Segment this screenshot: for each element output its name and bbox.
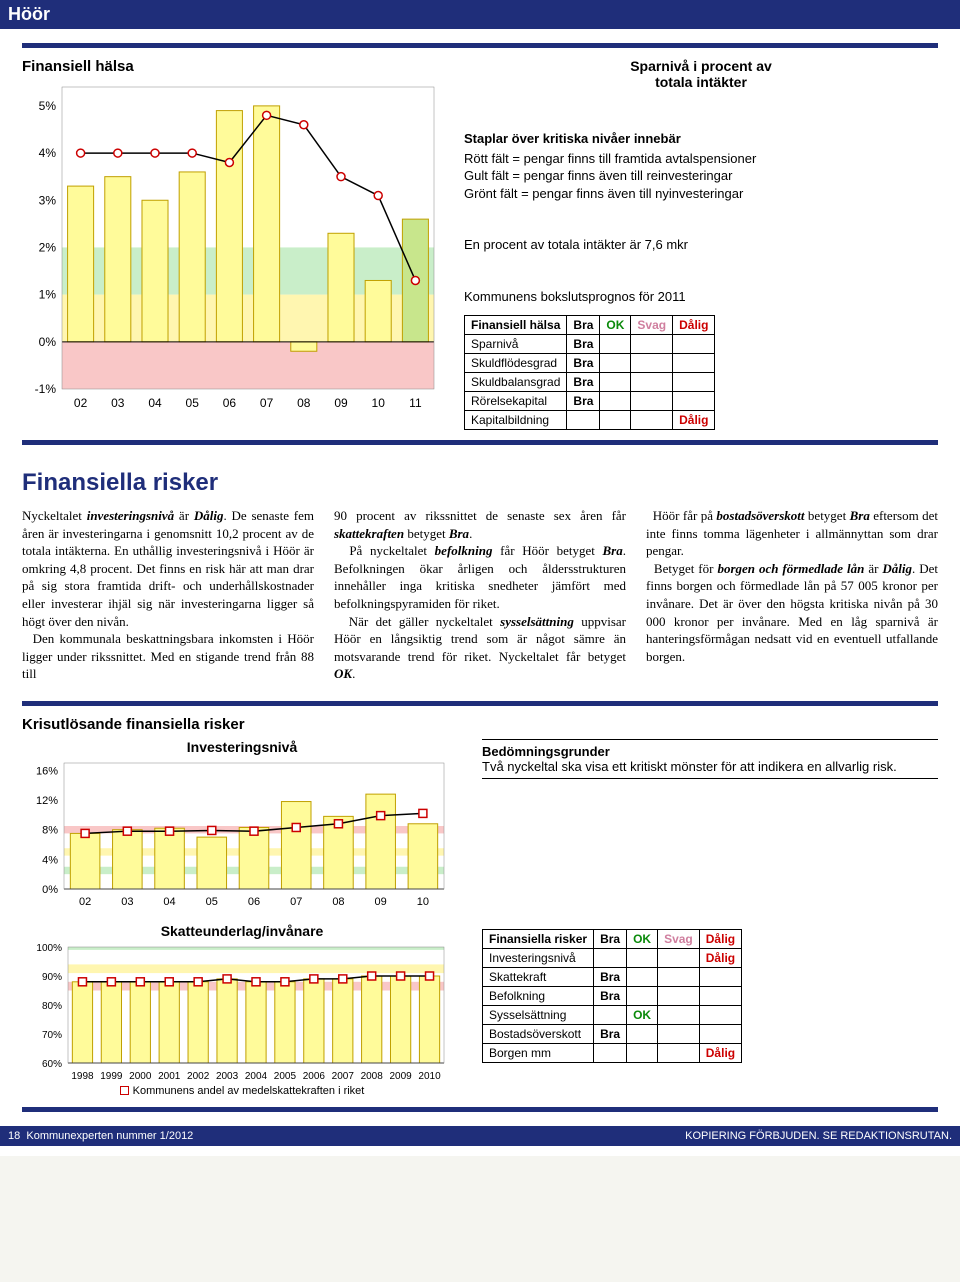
svg-text:07: 07 (260, 396, 274, 410)
svg-text:08: 08 (297, 396, 311, 410)
svg-text:100%: 100% (36, 943, 62, 954)
kris-section: Krisutlösande finansiella risker Investe… (22, 701, 938, 1112)
svg-text:80%: 80% (42, 1001, 62, 1012)
chart3-caption: Kommunens andel av medelskattekraften i … (22, 1085, 462, 1097)
kris-title: Krisutlösande finansiella risker (22, 716, 938, 733)
chart-skatteunderlag: Skatteunderlag/invånare 60% 70% 80% 90% 100%… (22, 923, 462, 1097)
svg-text:2003: 2003 (216, 1071, 239, 1082)
chart2-title: Investeringsnivå (22, 739, 462, 755)
svg-text:09: 09 (375, 896, 387, 908)
svg-text:2006: 2006 (303, 1071, 326, 1082)
svg-text:12%: 12% (36, 795, 58, 807)
footer-left-text: Kommunexperten nummer 1/2012 (26, 1130, 193, 1142)
svg-text:2009: 2009 (389, 1071, 412, 1082)
bedomningsgrunder: Bedömningsgrunder Två nyckeltal ska visa… (482, 739, 938, 779)
svg-text:60%: 60% (42, 1059, 62, 1070)
svg-text:10: 10 (417, 896, 429, 908)
svg-text:90%: 90% (42, 972, 62, 983)
svg-text:03: 03 (111, 396, 125, 410)
bedom-text: Två nyckeltal ska visa ett kritiskt möns… (482, 759, 938, 774)
svg-text:09: 09 (334, 396, 348, 410)
legend-line4: Grönt fält = pengar finns även till nyin… (464, 185, 938, 203)
svg-text:2008: 2008 (361, 1071, 384, 1082)
svg-text:3%: 3% (39, 193, 57, 207)
svg-text:-1%: -1% (35, 382, 57, 396)
svg-text:8%: 8% (42, 824, 58, 836)
footer-page-num: 18 (8, 1130, 20, 1142)
svg-text:02: 02 (74, 396, 88, 410)
heading-finansiella-risker: Finansiella risker (22, 469, 938, 497)
subhead-finansiell-halsa: Finansiell hälsa (22, 58, 452, 75)
chart-sparniva: -1% 0% 1% 2% 3% 4% 5% 02 03 04 05 06 07 08 09 10 11 (22, 81, 452, 411)
svg-text:02: 02 (79, 896, 91, 908)
svg-text:2002: 2002 (187, 1071, 210, 1082)
svg-text:2000: 2000 (129, 1071, 152, 1082)
legend-line1: Staplar över kritiska nivåer innebär (464, 130, 938, 148)
svg-text:06: 06 (223, 396, 237, 410)
svg-text:04: 04 (163, 896, 175, 908)
svg-text:0%: 0% (39, 335, 57, 349)
finansiell-halsa-section: Finansiell hälsa -1% 0% 1% 2% 3% 4% 5% 02 03 04 05… (22, 43, 938, 445)
svg-text:2004: 2004 (245, 1071, 268, 1082)
svg-text:2010: 2010 (418, 1071, 441, 1082)
svg-text:11: 11 (409, 396, 422, 410)
risks-col2: 90 procent av rikssnittet de senaste sex… (334, 507, 626, 682)
page-footer: 18 Kommunexperten nummer 1/2012 KOPIERIN… (0, 1126, 960, 1146)
svg-text:0%: 0% (42, 884, 58, 896)
chart1-legend: Staplar över kritiska nivåer innebär Röt… (464, 130, 938, 305)
chart1-title: Sparnivå i procent av totala intäkter (464, 58, 938, 90)
risks-col3: Höör får på bostadsöverskott betyget Bra… (646, 507, 938, 682)
svg-text:03: 03 (121, 896, 133, 908)
legend-line3: Gult fält = pengar finns även till reinv… (464, 167, 938, 185)
svg-text:4%: 4% (42, 854, 58, 866)
rating-table-halsa: Finansiell hälsaBraOKSvagDåligSparnivåBr… (464, 315, 715, 430)
svg-text:4%: 4% (39, 146, 57, 160)
svg-text:05: 05 (186, 396, 200, 410)
legend-line2: Rött fält = pengar finns till framtida a… (464, 150, 938, 168)
svg-text:16%: 16% (36, 765, 58, 777)
svg-text:1998: 1998 (71, 1071, 94, 1082)
svg-text:70%: 70% (42, 1030, 62, 1041)
svg-text:2005: 2005 (274, 1071, 297, 1082)
svg-text:1%: 1% (39, 288, 57, 302)
svg-text:07: 07 (290, 896, 302, 908)
svg-text:5%: 5% (39, 99, 57, 113)
footer-right-text: KOPIERING FÖRBJUDEN. SE REDAKTIONSRUTAN. (685, 1130, 952, 1142)
rating-table-risker: Finansiella riskerBraOKSvagDåligInvester… (482, 929, 742, 1063)
svg-text:2001: 2001 (158, 1071, 181, 1082)
page-header: Höör (0, 0, 960, 29)
bedom-heading: Bedömningsgrunder (482, 744, 938, 759)
svg-text:2%: 2% (39, 240, 57, 254)
svg-text:1999: 1999 (100, 1071, 123, 1082)
svg-text:10: 10 (372, 396, 386, 410)
chart-investeringsniva: Investeringsnivå 0% 4% 8% 12% 16% 02 03 04 05 06 0… (22, 739, 462, 909)
risks-body: Nyckeltalet investeringsnivå är Dålig. D… (22, 507, 938, 682)
legend-p3: Kommunens bokslutsprognos för 2011 (464, 288, 938, 306)
chart3-title: Skatteunderlag/invånare (22, 923, 462, 939)
svg-text:08: 08 (332, 896, 344, 908)
svg-text:2007: 2007 (332, 1071, 355, 1082)
svg-text:06: 06 (248, 896, 260, 908)
svg-text:05: 05 (206, 896, 218, 908)
svg-text:04: 04 (148, 396, 162, 410)
legend-p2: En procent av totala intäkter är 7,6 mkr (464, 236, 938, 254)
risks-col1: Nyckeltalet investeringsnivå är Dålig. D… (22, 507, 314, 682)
